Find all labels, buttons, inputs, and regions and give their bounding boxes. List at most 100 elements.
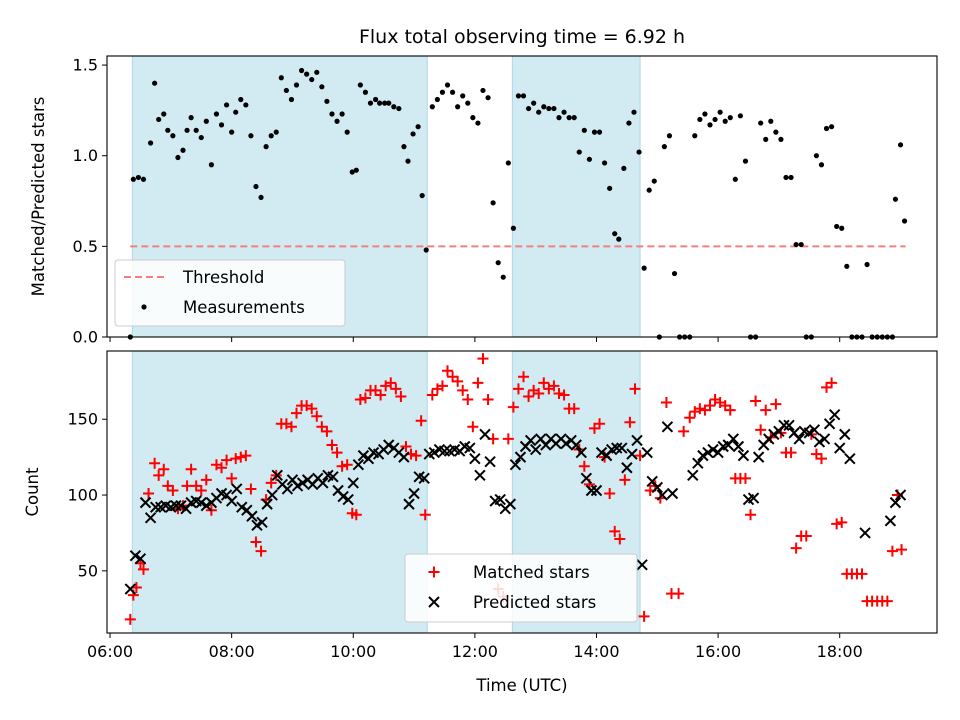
measurement-point	[839, 225, 845, 231]
matched-star-point	[770, 398, 782, 410]
predicted-star-point	[175, 499, 187, 512]
matched-star-point	[153, 469, 165, 481]
measurement-point	[193, 127, 199, 133]
measurement-point	[515, 93, 522, 99]
legend-predicted-swatch	[428, 596, 440, 608]
predicted-star-point	[621, 462, 633, 474]
shaded-interval	[132, 351, 428, 633]
matched-star-point	[750, 395, 762, 407]
measurement-point	[198, 134, 204, 141]
predicted-star-point	[626, 448, 638, 460]
matched-star-point	[457, 384, 469, 396]
matched-star-point	[512, 383, 524, 395]
predicted-star-point	[134, 553, 147, 565]
y-tick-label: 50	[78, 561, 98, 580]
matched-star-point	[614, 533, 626, 545]
matched-star-point	[760, 404, 772, 416]
measurement-point	[175, 154, 181, 161]
chart-title: Flux total observing time = 6.92 h	[359, 26, 685, 48]
predicted-star-point	[403, 498, 415, 510]
legend-matched-marker	[428, 566, 440, 578]
matched-star-point	[533, 387, 545, 399]
measurement-point	[500, 274, 506, 280]
predicted-star-point	[504, 498, 517, 510]
measurement-point	[304, 71, 310, 77]
matched-star-point	[609, 525, 621, 537]
matched-star-point	[326, 439, 338, 451]
matched-star-point	[265, 477, 277, 489]
measurement-point	[283, 87, 289, 94]
matched-star-point	[385, 377, 397, 389]
measurement-point	[465, 100, 471, 106]
predicted-star-point	[170, 499, 182, 512]
y-tick-label: 0.5	[73, 237, 98, 256]
measurement-point	[818, 162, 825, 168]
matched-star-point	[548, 380, 560, 392]
measurement-point	[372, 96, 379, 103]
matched-star-point	[886, 545, 898, 557]
matched-star-point	[400, 441, 412, 453]
predicted-star-point	[144, 512, 157, 524]
predicted-star-point	[656, 489, 669, 501]
x-tick-label: 16:00	[695, 642, 741, 661]
measurement-point	[798, 241, 804, 248]
predicted-star-point	[727, 433, 740, 445]
matched-star-point	[452, 375, 464, 387]
measurement-point	[460, 93, 466, 99]
measurement-point	[661, 144, 667, 150]
legend-measurements-label: Measurements	[183, 298, 305, 317]
measurement-point	[455, 104, 461, 110]
matched-star-point	[624, 416, 636, 428]
x-tick-label: 06:00	[87, 642, 133, 661]
legend-threshold-label: Threshold	[182, 268, 264, 287]
y-axis-ticks: 50 100 150	[67, 410, 107, 580]
measurement-point	[349, 169, 355, 175]
measurement-point	[263, 144, 269, 150]
legend-measurements-swatch	[141, 304, 147, 310]
measurement-point	[339, 111, 345, 117]
measurement-point	[556, 115, 562, 121]
measurement-point	[505, 160, 511, 166]
matched-star-point	[250, 536, 262, 548]
measurement-point	[651, 178, 657, 184]
measurement-point	[319, 84, 325, 90]
measurement-point	[324, 98, 330, 104]
measurement-point	[607, 185, 613, 191]
predicted-star-point	[752, 451, 765, 463]
measurement-point	[697, 116, 703, 123]
predicted-star-point	[839, 428, 851, 441]
matched-star-point	[375, 389, 387, 401]
predicted-star-point	[296, 477, 309, 489]
measurement-point	[813, 153, 820, 159]
measurement-point	[717, 109, 723, 115]
measurement-point	[362, 89, 369, 95]
shaded-interval	[512, 56, 641, 337]
y-axis-label: Count	[23, 467, 42, 517]
y-tick-label: 1.5	[73, 56, 98, 75]
predicted-star-point	[236, 501, 248, 513]
measurement-point	[581, 127, 587, 133]
y-tick-label: 100	[67, 486, 98, 505]
predicted-star-point	[514, 451, 527, 463]
predicted-star-point	[636, 559, 648, 571]
measurement-point	[248, 133, 254, 139]
matched-star-point	[221, 454, 233, 466]
measurement-point	[233, 109, 239, 115]
matched-star-point	[442, 365, 454, 377]
measurement-point	[737, 113, 743, 119]
matched-star-point	[660, 397, 672, 409]
measurement-point	[525, 105, 532, 112]
measurement-point	[531, 100, 537, 106]
matched-star-point	[678, 425, 690, 437]
matched-star-point	[341, 459, 353, 471]
measurement-point	[601, 160, 608, 166]
matched-star-point	[306, 403, 318, 415]
measurement-point	[309, 76, 315, 83]
matched-star-point	[240, 450, 252, 462]
predicted-star-point	[580, 472, 593, 485]
measurement-point	[135, 174, 142, 181]
x-tick-label: 08:00	[209, 642, 255, 661]
predicted-star-point	[631, 434, 643, 447]
predicted-star-point	[357, 449, 370, 462]
predicted-star-point	[271, 469, 283, 482]
